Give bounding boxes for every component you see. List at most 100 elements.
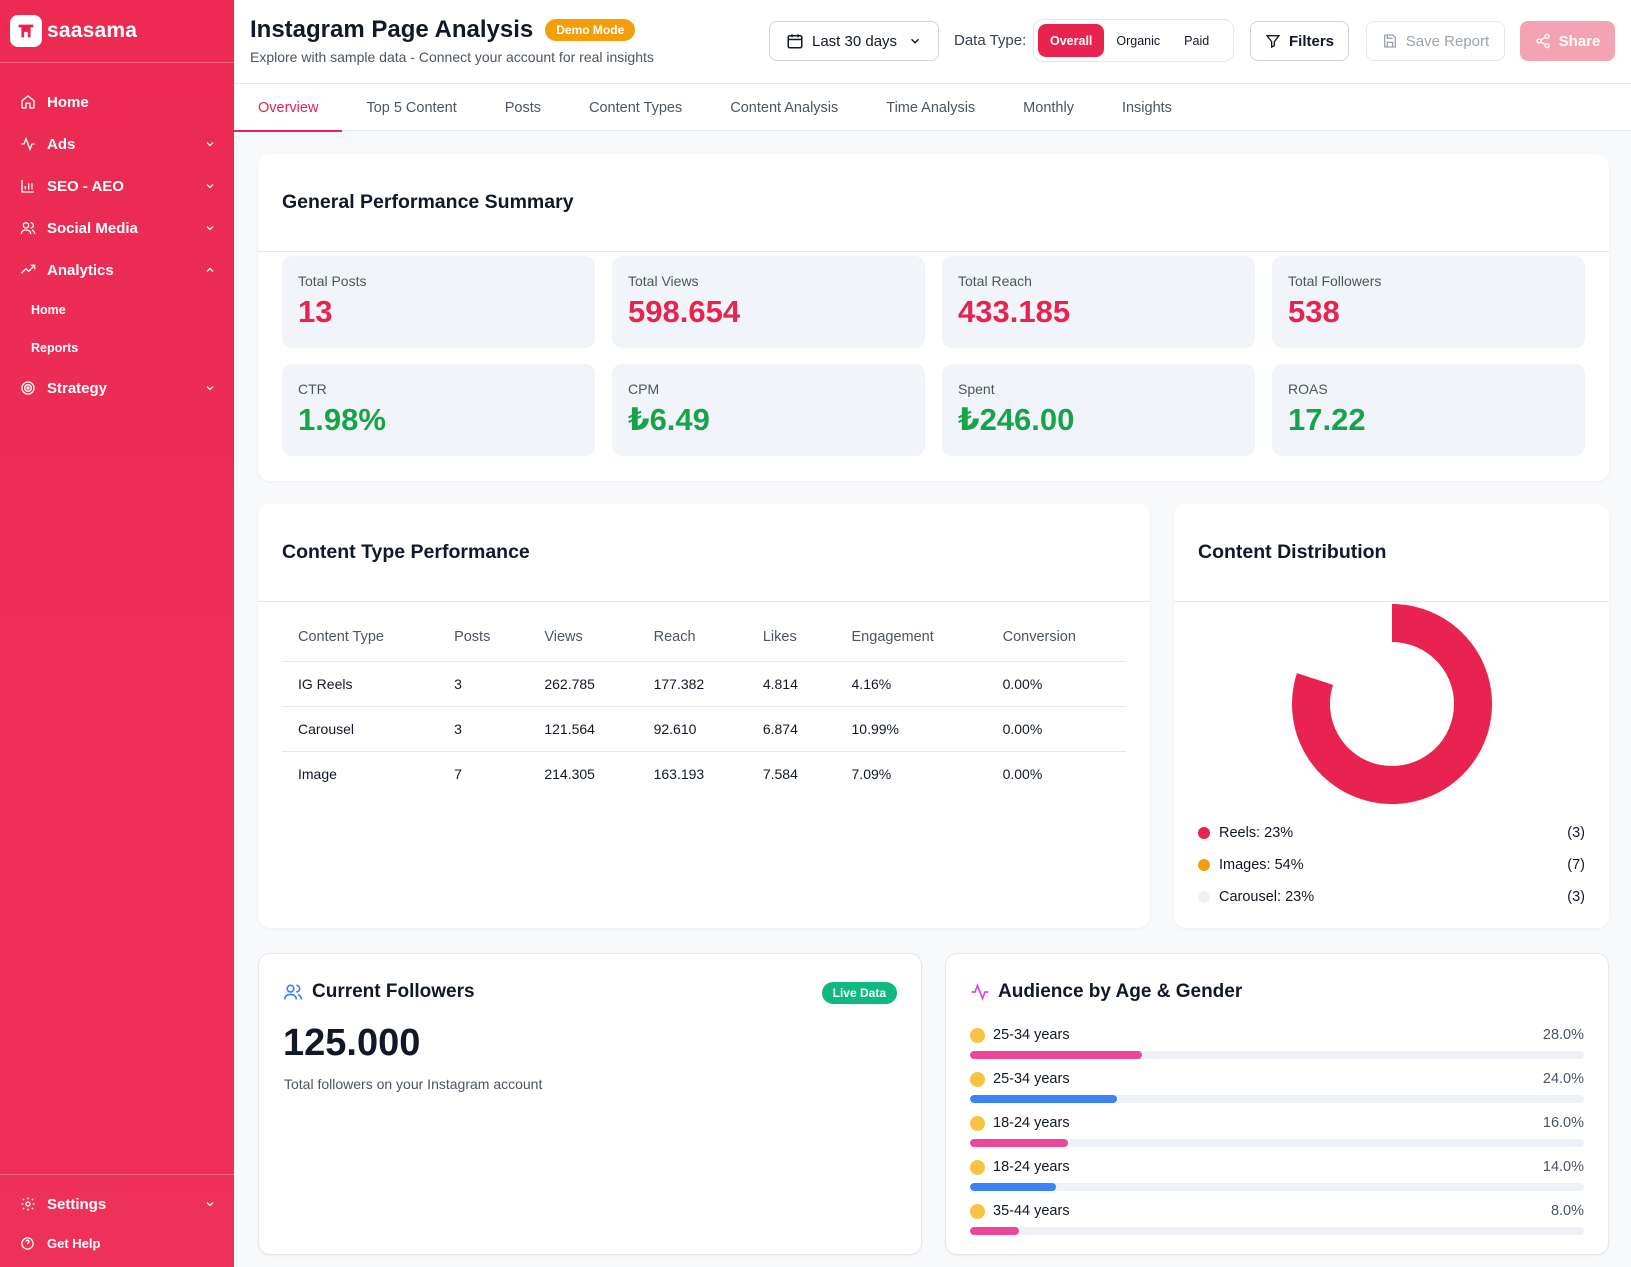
table-cell: 92.610 xyxy=(637,706,747,752)
metric-value: ₺6.49 xyxy=(628,402,710,437)
sidebar-item-strategy[interactable]: Strategy xyxy=(0,367,234,409)
data-type-paid[interactable]: Paid xyxy=(1184,33,1210,48)
tab-time-analysis[interactable]: Time Analysis xyxy=(886,99,976,116)
column-header: Likes xyxy=(746,614,836,662)
target-icon xyxy=(19,380,36,397)
audience-percent: 24.0% xyxy=(1542,1071,1584,1087)
audience-label: 25-34 years xyxy=(993,1071,1070,1087)
data-type-overall[interactable]: Overall xyxy=(1038,24,1105,57)
female-emoji-icon xyxy=(970,1203,985,1219)
metric-label: Total Reach xyxy=(958,273,1032,289)
table-cell: 4.16% xyxy=(835,661,987,707)
legend-label: Images: 54% xyxy=(1219,857,1304,873)
tab-content-types[interactable]: Content Types xyxy=(589,99,683,116)
audience-bar-track xyxy=(970,1183,1584,1191)
table-row: IG Reels 3 262.785 177.382 4.814 4.16% 0… xyxy=(282,661,1126,707)
tab-bar: Overview Top 5 Content Posts Content Typ… xyxy=(234,84,1631,132)
sidebar-item-seo[interactable]: SEO - AEO xyxy=(0,165,234,207)
sidebar-item-help[interactable]: Get Help xyxy=(0,1225,234,1261)
male-emoji-icon xyxy=(970,1071,985,1087)
sidebar-item-home[interactable]: Home xyxy=(0,81,234,123)
metric-total-posts: Total Posts 13 xyxy=(282,256,595,348)
performance-summary-card: General Performance Summary Total Posts 1… xyxy=(258,154,1609,481)
metric-roas: ROAS 17.22 xyxy=(1272,364,1585,456)
metric-cpm: CPM ₺6.49 xyxy=(612,364,925,456)
save-icon xyxy=(1383,34,1396,48)
users-icon xyxy=(19,220,36,237)
share-icon xyxy=(1535,33,1550,49)
sidebar-item-settings[interactable]: Settings xyxy=(0,1183,234,1225)
male-emoji-icon xyxy=(970,1159,985,1175)
data-type-organic[interactable]: Organic xyxy=(1116,33,1161,48)
audience-bar-fill xyxy=(970,1139,1069,1147)
logo[interactable]: saasama xyxy=(0,0,234,63)
sidebar-item-social-media[interactable]: Social Media xyxy=(0,207,234,249)
followers-subtitle: Total followers on your Instagram accoun… xyxy=(284,1076,543,1092)
metric-label: CTR xyxy=(298,381,327,397)
tab-insights[interactable]: Insights xyxy=(1121,99,1172,116)
table-cell: 7.09% xyxy=(851,765,892,782)
metric-value: 538 xyxy=(1288,294,1340,329)
tab-content-analysis[interactable]: Content Analysis xyxy=(730,99,839,116)
audience-label: 18-24 years xyxy=(993,1115,1070,1131)
title-wrap: Instagram Page Analysis Demo Mode Explor… xyxy=(250,16,654,65)
tab-posts[interactable]: Posts xyxy=(504,99,541,116)
save-report-button[interactable]: Save Report xyxy=(1366,21,1505,61)
audience-row: 18-24 years 14.0% xyxy=(970,1156,1584,1200)
live-data-badge: Live Data xyxy=(821,982,897,1004)
table-cell: 0.00% xyxy=(1002,765,1043,782)
chevron-down-icon xyxy=(206,386,214,391)
table-cell: 7 xyxy=(454,765,462,782)
tab-overview[interactable]: Overview xyxy=(234,84,343,132)
table-cell: Image xyxy=(298,765,337,782)
table-cell: 6.874 xyxy=(746,706,836,752)
audience-age-gender-card: Audience by Age & Gender 25-34 years 28.0… xyxy=(945,953,1609,1255)
audience-label: 35-44 years xyxy=(993,1203,1070,1219)
sidebar-item-label: Analytics xyxy=(47,261,114,279)
legend-count: (3) xyxy=(1567,825,1585,841)
audience-bar-fill xyxy=(970,1051,1142,1059)
audience-row: 35-44 years 8.0% xyxy=(970,1200,1584,1244)
calendar-icon xyxy=(787,34,803,49)
audience-bar-track xyxy=(970,1227,1584,1235)
chevron-down-icon xyxy=(206,184,214,189)
table-cell: 177.382 xyxy=(637,661,747,707)
metric-value: 17.22 xyxy=(1288,402,1366,437)
chevron-down-icon xyxy=(910,38,920,44)
metric-value: 433.185 xyxy=(958,294,1071,329)
sidebar-item-analytics[interactable]: Analytics xyxy=(0,249,234,291)
tab-monthly[interactable]: Monthly xyxy=(1023,99,1074,116)
legend-dot xyxy=(1198,827,1210,839)
table-header-row: Content Type Posts Views Reach Likes Eng… xyxy=(282,614,1126,662)
tab-top-5-content[interactable]: Top 5 Content xyxy=(366,99,457,116)
table-row: Carousel 3 121.564 92.610 6.874 10.99% 0… xyxy=(282,706,1126,752)
audience-bar-fill xyxy=(970,1095,1118,1103)
audience-percent: 16.0% xyxy=(1542,1115,1584,1131)
metric-label: Total Views xyxy=(628,273,699,289)
table-cell: 163.193 xyxy=(653,765,705,782)
metric-total-reach: Total Reach 433.185 xyxy=(942,256,1255,348)
content-distribution-card: Content Distribution Reels: 23% (3) Imag… xyxy=(1174,504,1609,928)
audience-bar-track xyxy=(970,1051,1584,1059)
share-button[interactable]: Share xyxy=(1520,21,1615,61)
gear-icon xyxy=(19,1196,36,1213)
sidebar-item-ads[interactable]: Ads xyxy=(0,123,234,165)
metric-total-followers: Total Followers 538 xyxy=(1272,256,1585,348)
metric-label: Spent xyxy=(958,381,995,397)
filters-label: Filters xyxy=(1288,32,1334,50)
column-header: Posts xyxy=(438,614,529,662)
table-cell: 121.564 xyxy=(528,706,638,752)
legend-dot xyxy=(1198,859,1210,871)
date-range-dropdown[interactable]: Last 30 days xyxy=(769,21,939,61)
current-followers-card: Current Followers Live Data 125.000 Tota… xyxy=(258,953,922,1255)
filters-button[interactable]: Filters xyxy=(1250,21,1349,61)
audience-bar-fill xyxy=(970,1183,1056,1191)
column-header: Views xyxy=(528,614,638,662)
sidebar-subitem-analytics-home[interactable]: Home xyxy=(31,303,66,317)
sidebar-subitem-reports[interactable]: Reports xyxy=(31,341,79,355)
followers-header: Current Followers xyxy=(283,981,475,1003)
table-cell: 3 xyxy=(438,661,529,707)
sidebar-nav: Home Ads SEO - AEO Social Media Analytic… xyxy=(0,63,234,409)
table-cell: 214.305 xyxy=(544,765,595,782)
page-subtitle: Explore with sample data - Connect your … xyxy=(250,49,654,65)
